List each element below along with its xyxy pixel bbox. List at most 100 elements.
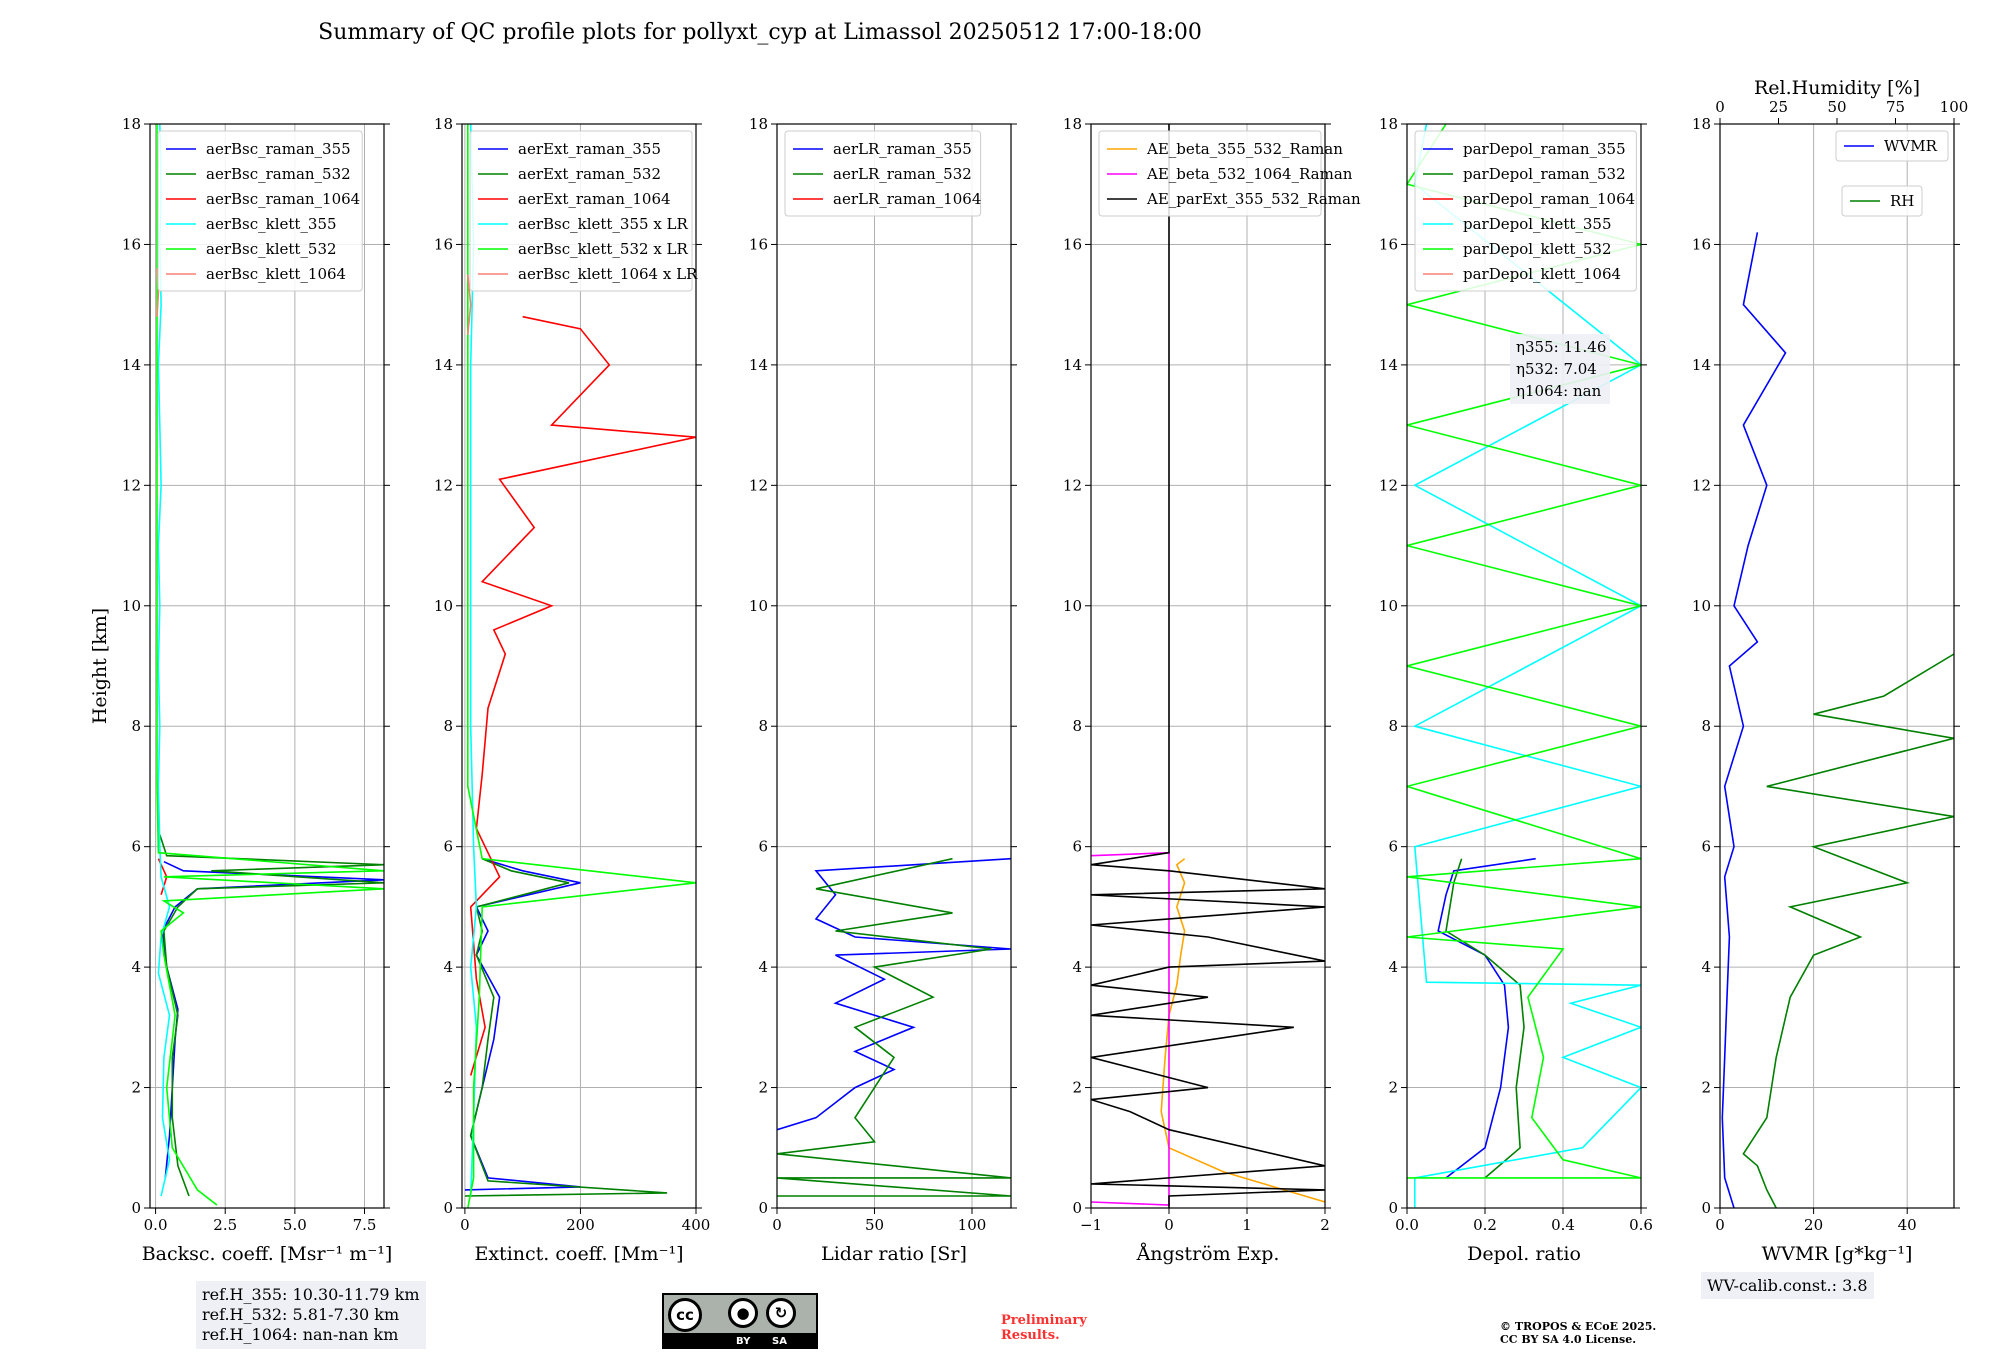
y-tick-label-ext: 10 — [434, 597, 453, 615]
x-tick-label-bsc: 0.0 — [144, 1216, 168, 1234]
legend-label-parDepol_klett_1064: parDepol_klett_1064 — [1463, 265, 1621, 283]
x-tick-label-lr: 100 — [958, 1216, 987, 1234]
y-tick-label-bsc: 16 — [122, 235, 141, 253]
legend-ext: aerExt_raman_355 aerExt_raman_532 aerExt_r… — [469, 130, 698, 292]
y-tick-label-bsc: 10 — [122, 597, 141, 615]
series-line-aerBsc_klett_532 x LR — [467, 124, 696, 1208]
y-tick-label-ae: 2 — [1072, 1079, 1082, 1097]
x-tick-label-ae: 2 — [1320, 1216, 1330, 1234]
legend-label-AE_beta_355_532_Raman: AE_beta_355_532_Raman — [1146, 140, 1343, 158]
x-tick-label-ext: 400 — [682, 1216, 711, 1234]
legend-label-parDepol_klett_532: parDepol_klett_532 — [1463, 240, 1612, 258]
top-x-tick-label: 50 — [1827, 98, 1846, 116]
legend-box-ae — [1098, 130, 1322, 217]
legend-RH: RH — [1841, 185, 1923, 217]
preliminary-line-1: Preliminary — [1001, 1313, 1087, 1328]
legend-label-aerBsc_klett_355: aerBsc_klett_355 — [206, 215, 337, 233]
y-tick-label-ext: 8 — [443, 717, 453, 735]
y-tick-label-ae: 18 — [1063, 115, 1082, 133]
series-line-RH — [1742, 653, 1954, 1208]
sa-label: SA — [772, 1336, 787, 1347]
legend-label-WVMR: WVMR — [1884, 137, 1938, 155]
legend-label-aerBsc_klett_355 x LR: aerBsc_klett_355 x LR — [518, 215, 689, 233]
x-tick-label-lr: 50 — [865, 1216, 884, 1234]
y-tick-label-wv: 0 — [1701, 1199, 1711, 1217]
legend-label-parDepol_raman_355: parDepol_raman_355 — [1463, 140, 1626, 158]
x-tick-label-ext: 0 — [460, 1216, 470, 1234]
y-tick-label-lr: 14 — [749, 356, 768, 374]
y-tick-label-bsc: 8 — [131, 717, 141, 735]
legend-label-AE_beta_532_1064_Raman: AE_beta_532_1064_Raman — [1146, 165, 1353, 183]
panel-wv: 0 20 40 0 2 4 6 8 10 12 14 16 18 WVMR [g*kg⁻¹] 0 25 50 75… — [1692, 77, 1968, 1265]
x-axis-label-lr: Lidar ratio [Sr] — [821, 1243, 967, 1265]
y-tick-label-wv: 8 — [1701, 717, 1711, 735]
y-tick-label-dep: 0 — [1388, 1199, 1398, 1217]
y-tick-label-dep: 6 — [1388, 838, 1398, 856]
legend-label-aerExt_raman_355: aerExt_raman_355 — [518, 140, 661, 158]
legend-label-parDepol_klett_355: parDepol_klett_355 — [1463, 215, 1612, 233]
series-line-aerLR_raman_355 — [777, 857, 1011, 1131]
legend-label-aerLR_raman_355: aerLR_raman_355 — [833, 140, 972, 158]
y-tick-label-dep: 16 — [1379, 235, 1398, 253]
y-tick-label-wv: 6 — [1701, 838, 1711, 856]
legend-ae: AE_beta_355_532_Raman AE_beta_532_1064_Ra… — [1098, 130, 1361, 217]
legend-label-RH: RH — [1890, 192, 1914, 210]
y-tick-label-wv: 2 — [1701, 1079, 1711, 1097]
series-group-bsc — [156, 124, 384, 1206]
y-tick-label-wv: 12 — [1692, 476, 1711, 494]
y-tick-label-lr: 16 — [749, 235, 768, 253]
legend-label-parDepol_raman_1064: parDepol_raman_1064 — [1463, 190, 1635, 208]
y-tick-label-dep: 8 — [1388, 717, 1398, 735]
y-tick-label-lr: 18 — [749, 115, 768, 133]
legend-label-aerLR_raman_532: aerLR_raman_532 — [833, 165, 972, 183]
x-tick-label-wv: 20 — [1804, 1216, 1823, 1234]
ref-height-355: ref.H_355: 10.30-11.79 km — [202, 1285, 420, 1304]
series-group-wv — [1721, 232, 1954, 1208]
x-axis-label-bsc: Backsc. coeff. [Msr⁻¹ m⁻¹] — [142, 1243, 393, 1265]
y-tick-label-bsc: 14 — [122, 356, 141, 374]
series-line-aerBsc_raman_532 — [159, 834, 384, 1197]
x-tick-label-ext: 200 — [566, 1216, 595, 1234]
reference-height-box: ref.H_355: 10.30-11.79 km ref.H_532: 5.8… — [196, 1281, 426, 1349]
x-axis-label-ext: Extinct. coeff. [Mm⁻¹] — [474, 1243, 683, 1265]
y-tick-label-ae: 6 — [1072, 838, 1082, 856]
y-tick-label-bsc: 4 — [131, 958, 141, 976]
x-tick-label-lr: 0 — [772, 1216, 782, 1234]
y-tick-label-wv: 10 — [1692, 597, 1711, 615]
top-x-tick-label: 75 — [1886, 98, 1905, 116]
axes-frame-ext — [461, 123, 697, 1209]
legend-label-aerExt_raman_532: aerExt_raman_532 — [518, 165, 661, 183]
series-line-AE_beta_532_1064_Raman — [1091, 851, 1170, 1206]
series-line-parDepol_raman_532 — [1445, 858, 1525, 1179]
y-tick-label-dep: 18 — [1379, 115, 1398, 133]
y-tick-label-lr: 8 — [758, 717, 768, 735]
y-tick-label-ae: 12 — [1063, 476, 1082, 494]
y-tick-label-ext: 12 — [434, 476, 453, 494]
cc-icon: cc — [668, 1298, 702, 1332]
x-tick-label-dep: 0.4 — [1551, 1216, 1575, 1234]
series-group-ae — [1091, 124, 1325, 1208]
y-tick-label-lr: 4 — [758, 958, 768, 976]
top-x-axis-label: Rel.Humidity [%] — [1754, 77, 1920, 99]
y-tick-label-dep: 4 — [1388, 958, 1398, 976]
y-axis-label: Height [km] — [89, 608, 111, 724]
legend-label-aerBsc_raman_355: aerBsc_raman_355 — [206, 140, 351, 158]
legend-box-bsc — [157, 130, 363, 292]
legend-label-aerLR_raman_1064: aerLR_raman_1064 — [833, 190, 981, 208]
legend-label-aerBsc_klett_1064 x LR: aerBsc_klett_1064 x LR — [518, 265, 698, 283]
series-line-parDepol_raman_355 — [1437, 857, 1536, 1179]
y-tick-label-ext: 14 — [434, 356, 453, 374]
cc-license-badge: cc ● ↻ BY SA — [662, 1293, 818, 1349]
y-tick-label-ae: 10 — [1063, 597, 1082, 615]
preliminary-note: Preliminary Results. — [1001, 1313, 1087, 1343]
top-x-tick-label: 0 — [1715, 98, 1725, 116]
panel-ext: 0 200 400 0 2 4 6 8 10 12 14 16 18 Extinct. coeff. [M… — [434, 115, 710, 1265]
y-tick-label-dep: 10 — [1379, 597, 1398, 615]
panel-dep: 0.0 0.2 0.4 0.6 0 2 4 6 8 10 12 14 16 18 Depol. ratio p… — [1379, 115, 1653, 1265]
series-line-aerLR_raman_532 — [777, 857, 1011, 1197]
series-line-AE_beta_355_532_Raman — [1160, 858, 1325, 1203]
axes-frame-wv — [1719, 123, 1955, 1209]
y-tick-label-ae: 16 — [1063, 235, 1082, 253]
ref-height-532: ref.H_532: 5.81-7.30 km — [202, 1305, 400, 1324]
